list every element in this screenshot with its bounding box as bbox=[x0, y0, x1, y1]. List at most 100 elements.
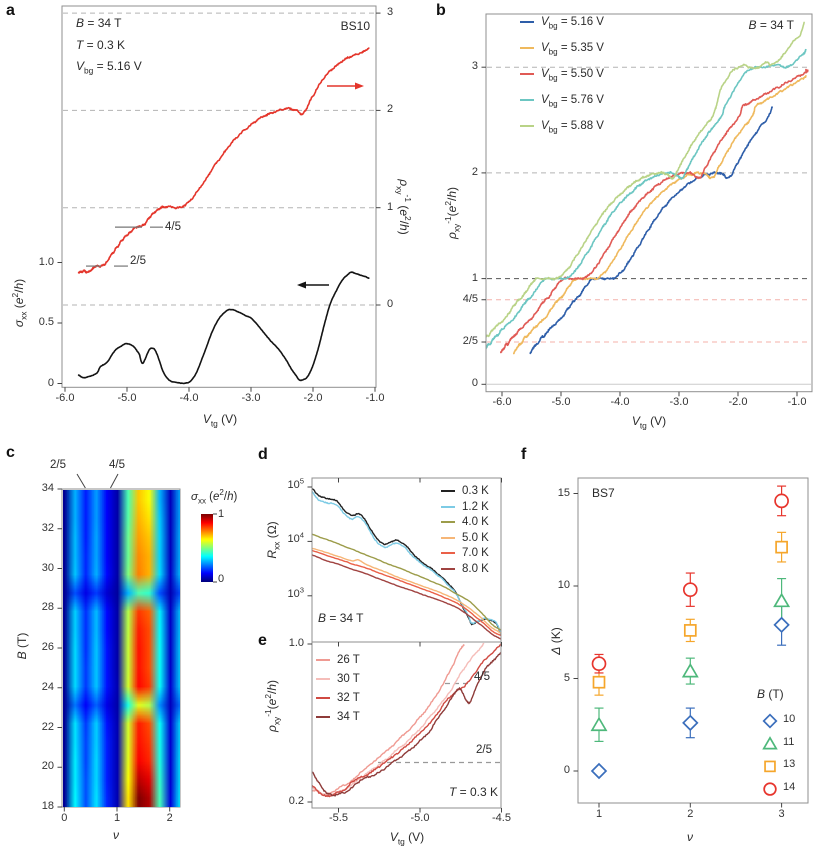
panel-b-field-annotation: B = 34 T bbox=[748, 18, 795, 32]
tick-label: 34 bbox=[41, 482, 54, 494]
tick-label: 3 bbox=[471, 60, 478, 73]
diamond-marker bbox=[773, 616, 790, 634]
legend-item: Vbg = 5.35 V bbox=[520, 42, 604, 56]
panel-e-frac-25-label: 2/5 bbox=[476, 744, 492, 756]
vbg-curve-0 bbox=[529, 106, 773, 355]
panel-label-e: e bbox=[258, 632, 267, 649]
square-marker bbox=[683, 624, 697, 637]
tick-label: -3.0 bbox=[241, 392, 261, 404]
tick-label: -1.0 bbox=[365, 392, 385, 404]
legend-item: 8.0 K bbox=[441, 563, 489, 575]
circle-marker bbox=[591, 656, 607, 672]
legend-swatch bbox=[441, 552, 455, 555]
panel-a-frac-25-label: 2/5 bbox=[130, 255, 146, 267]
panel-a-sample-label: BS10 bbox=[340, 19, 370, 33]
tick-label: 0 bbox=[471, 377, 478, 390]
legend-item-label: 1.2 K bbox=[462, 500, 489, 513]
panel-label-c: c bbox=[6, 444, 15, 461]
colorbar-min-label: 0 bbox=[218, 573, 225, 585]
tick-label: 0 bbox=[387, 298, 394, 310]
tick-label: 3 bbox=[778, 808, 785, 820]
tick-label: -3.0 bbox=[669, 396, 689, 408]
tick-label: 2 bbox=[687, 808, 694, 820]
legend-item-label: Vbg = 5.88 V bbox=[541, 120, 604, 135]
heatmap bbox=[63, 490, 180, 807]
legend-swatch bbox=[441, 505, 455, 508]
left-arrow-icon bbox=[297, 281, 306, 289]
tick-label: -5.0 bbox=[551, 396, 571, 408]
tick-label: 1 bbox=[595, 808, 603, 820]
heatmap-canvas bbox=[63, 490, 180, 807]
panel-label-d: d bbox=[258, 446, 268, 463]
legend-item: 1.2 K bbox=[441, 501, 489, 513]
legend-item-label: 7.0 K bbox=[462, 547, 489, 560]
legend-swatch bbox=[441, 490, 455, 492]
legend-item-label: 30 T bbox=[337, 673, 360, 685]
panel-a-yleft-label: σxx (e2/h) bbox=[10, 278, 29, 328]
panel-a-frac-45-label: 4/5 bbox=[165, 221, 181, 233]
legend-swatch bbox=[316, 678, 330, 680]
square-marker bbox=[775, 540, 788, 554]
tick-label: -4.5 bbox=[492, 812, 511, 824]
vbg-curve-4 bbox=[486, 21, 805, 339]
tick-label: 0 bbox=[563, 764, 570, 776]
legend-swatch bbox=[520, 125, 534, 127]
panel-c-x-label: ν bbox=[113, 828, 119, 842]
panel-a-vbg-annotation: Vbg = 5.16 V bbox=[76, 59, 142, 76]
diamond-marker bbox=[682, 714, 699, 732]
panel-c-frac-45-label: 4/5 bbox=[109, 459, 125, 471]
tick-label: 0 bbox=[47, 376, 54, 389]
triangle-marker bbox=[590, 716, 608, 732]
legend-item: Vbg = 5.76 V bbox=[520, 94, 604, 109]
square-marker bbox=[592, 675, 606, 689]
square-marker bbox=[764, 760, 776, 773]
tick-label: 11 bbox=[783, 735, 795, 748]
panel-d-field-annotation: B = 34 T bbox=[318, 611, 364, 625]
colorbar-title: σxx (e2/h) bbox=[191, 488, 238, 506]
legend-item-label: 8.0 K bbox=[462, 563, 489, 575]
tick-label: 104 bbox=[287, 530, 304, 546]
panel-c-y-label: B (T) bbox=[15, 632, 29, 660]
legend-item: 5.0 K bbox=[441, 532, 489, 544]
tick-label: 1 bbox=[471, 271, 478, 284]
tick-label: -5.0 bbox=[410, 812, 430, 824]
tick-label: 1 bbox=[113, 812, 121, 824]
panel-label-a: a bbox=[6, 2, 15, 19]
legend-swatch bbox=[520, 73, 534, 75]
tick-label: 18 bbox=[41, 800, 54, 812]
legend-item-label: 5.0 K bbox=[462, 531, 489, 544]
rxx-curve-3 bbox=[312, 547, 501, 634]
legend-item-label: Vbg = 5.76 V bbox=[541, 94, 604, 109]
tick-label: 15 bbox=[557, 486, 570, 499]
panel-f-legend-title: B (T) bbox=[757, 687, 784, 701]
tick-label: 2/5 bbox=[462, 335, 478, 348]
tick-label: 5 bbox=[563, 671, 570, 684]
tick-label: -6.0 bbox=[492, 396, 512, 408]
tick-label: 2 bbox=[387, 103, 394, 116]
tick-label: 2 bbox=[166, 812, 173, 824]
legend-item-label: 4.0 K bbox=[462, 516, 489, 529]
legend-item: 7.0 K bbox=[441, 547, 489, 559]
tick-label: -5.0 bbox=[117, 392, 137, 404]
right-arrow-icon bbox=[355, 82, 364, 90]
rxx-curve-2 bbox=[312, 533, 501, 631]
tick-label: 105 bbox=[287, 476, 304, 491]
tick-label: 30 bbox=[41, 561, 54, 574]
rxx-curve-0 bbox=[312, 488, 501, 637]
vbg-curve-1 bbox=[513, 75, 807, 355]
tick-label: 32 bbox=[41, 521, 54, 534]
tick-label: 3 bbox=[387, 6, 394, 19]
legend-item: 26 T bbox=[316, 654, 360, 666]
circle-marker bbox=[763, 782, 777, 796]
tick-label: 0.5 bbox=[38, 316, 54, 328]
panel-a-yright-label: ρxy-1 (e2/h) bbox=[394, 179, 413, 235]
tick-label: 22 bbox=[41, 720, 54, 733]
legend-item: 34 T bbox=[316, 711, 360, 723]
colorbar-max-label: 1 bbox=[218, 508, 225, 520]
rxx-curve-1 bbox=[312, 491, 501, 636]
tick-label: 20 bbox=[41, 760, 54, 773]
legend-swatch bbox=[520, 47, 534, 49]
legend-item: 4.0 K bbox=[441, 516, 489, 528]
